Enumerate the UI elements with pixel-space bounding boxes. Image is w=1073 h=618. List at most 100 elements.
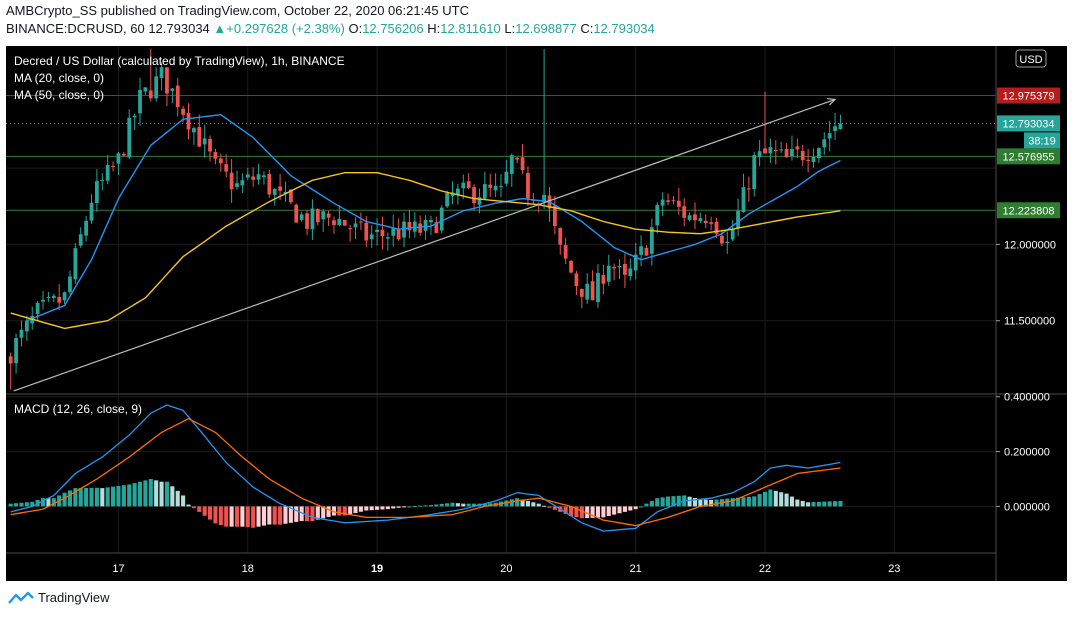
last-price: 12.793034: [148, 21, 210, 36]
macd-hist-bar: [369, 506, 374, 511]
candle-body: [644, 247, 649, 256]
candle-body: [165, 67, 169, 94]
candle-body: [752, 155, 757, 189]
candle-body: [569, 260, 573, 273]
ohlc-line: BINANCE:DCRUSD, 60 12.793034 ▲+0.297628 …: [6, 21, 655, 36]
macd-hist-bar: [520, 499, 525, 507]
candle-body: [784, 149, 789, 158]
candle-body: [359, 221, 363, 223]
x-tick-label: 21: [630, 563, 642, 575]
macd-hist-bar: [757, 494, 762, 507]
macd-hist-bar: [827, 501, 832, 507]
macd-hist-bar: [396, 506, 401, 508]
macd-hist-bar: [639, 506, 644, 508]
macd-hist-bar: [321, 506, 326, 519]
candle-body: [827, 133, 832, 139]
currency-label: USD: [1019, 54, 1042, 66]
macd-hist-bar: [218, 506, 223, 526]
candle-body: [579, 288, 584, 297]
macd-hist-bar: [574, 506, 579, 518]
horizontal-levels: [6, 95, 996, 211]
macd-hist-bar: [8, 503, 13, 507]
macd-hist-bar: [181, 495, 186, 507]
candle-body: [181, 108, 185, 115]
candles-layer: [8, 49, 843, 390]
candle-body: [315, 209, 320, 223]
candle-body: [639, 246, 643, 255]
macd-hist-bar: [423, 505, 428, 507]
macd-hist-bar: [800, 500, 805, 507]
currency-button[interactable]: [1015, 49, 1047, 68]
macd-hist-bar: [752, 496, 757, 507]
macd-hist-bar: [504, 500, 509, 507]
candle-body: [655, 204, 660, 226]
candle-body: [833, 126, 837, 132]
macd-hist-bar: [51, 498, 56, 507]
candle-body: [68, 276, 72, 293]
candle-body: [148, 90, 153, 99]
macd-hist-bar: [428, 505, 434, 507]
candle-body: [617, 265, 622, 268]
macd-hist-bar: [278, 506, 283, 525]
macd-hist-bar: [401, 506, 407, 508]
candle-body: [461, 182, 466, 189]
candle-body: [170, 88, 175, 91]
candle-body: [773, 149, 778, 151]
x-tick-label: 22: [759, 563, 771, 575]
candle-body: [434, 222, 439, 233]
macd-hist-bar: [30, 501, 35, 507]
price-tags: 12.975379 12.793034 38:19 12.576955 12.22380…: [997, 87, 1060, 219]
macd-hist-bar: [364, 506, 369, 511]
candle-body: [757, 151, 762, 157]
countdown-label: 38:19: [1028, 135, 1056, 147]
macd-hist-bar: [224, 506, 229, 527]
candle-body: [666, 200, 670, 202]
candle-body: [19, 329, 24, 338]
candle-body: [159, 67, 164, 78]
macd-hist-bar: [116, 485, 121, 507]
macd-hist-bar: [466, 503, 471, 507]
macd-hist-bar: [622, 506, 627, 512]
macd-hist-bar: [676, 495, 681, 507]
candle-body: [385, 237, 390, 239]
macd-hist-bar: [132, 483, 137, 507]
candle-body: [121, 153, 126, 156]
x-tick-label: 23: [888, 563, 900, 575]
candle-body: [633, 254, 638, 271]
footer[interactable]: TradingView: [8, 590, 110, 605]
candle-body: [520, 157, 525, 171]
candle-body: [191, 128, 196, 133]
candle-body: [348, 228, 353, 230]
candle-body: [14, 338, 18, 364]
macd-hist-bar: [62, 492, 67, 507]
candle-body: [337, 218, 342, 226]
candle-body: [628, 268, 633, 277]
candle-body: [574, 273, 579, 287]
indicator-lines: [10, 97, 841, 532]
x-tick-label: 20: [500, 563, 512, 575]
y-tick-label: 11.500000: [1004, 316, 1055, 328]
macd-hist-bar: [741, 497, 746, 507]
y-tick-label: 12.000000: [1004, 239, 1056, 251]
macd-hist-bar: [294, 506, 299, 522]
candle-body: [283, 192, 288, 194]
candle-body: [450, 192, 455, 197]
macd-hist-bar: [579, 506, 584, 519]
candle-body: [8, 356, 13, 364]
macd-hist-bar: [547, 506, 552, 508]
x-tick-label: 17: [112, 563, 124, 575]
macd-tick-label: 0.000000: [1004, 501, 1050, 513]
candle-body: [612, 267, 617, 269]
candle-body: [671, 200, 676, 202]
candle-body: [35, 302, 40, 315]
macd-hist-bar: [143, 480, 148, 507]
ma50-line: [10, 171, 841, 330]
open-value: 12.756206: [362, 21, 424, 36]
macd-hist-bar: [542, 505, 547, 507]
macd-hist-bar: [391, 506, 396, 509]
price-tag-box: [997, 87, 1060, 104]
macd-tick-label: 0.200000: [1004, 447, 1050, 459]
change-arrow-icon: ▲: [213, 21, 227, 36]
macd-hist-bar: [671, 496, 676, 507]
